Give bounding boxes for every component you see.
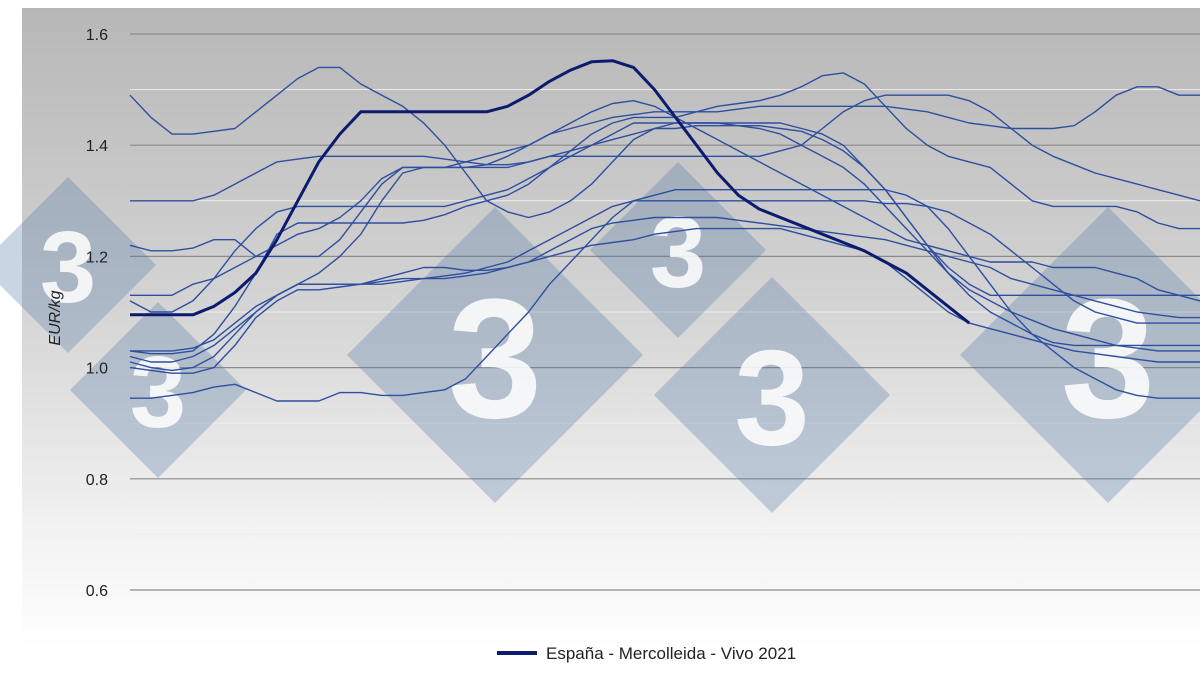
svg-text:3: 3: [734, 322, 809, 474]
watermark-logo-icon: 3: [0, 177, 156, 353]
svg-text:3: 3: [130, 336, 186, 449]
y-tick-label: 1.0: [86, 361, 108, 378]
y-tick-label: 1.4: [86, 138, 108, 155]
watermark-logo-icon: 3: [590, 162, 766, 338]
y-tick-label: 1.2: [86, 249, 108, 266]
svg-text:3: 3: [448, 264, 543, 454]
legend-label: España - Mercolleida - Vivo 2021: [546, 644, 796, 663]
gridlines: [130, 33, 1200, 591]
legend: España - Mercolleida - Vivo 2021: [497, 644, 796, 663]
watermark-logo-icon: 3: [347, 207, 643, 503]
svg-text:3: 3: [40, 211, 96, 324]
series-line-11: [129, 200, 1200, 363]
svg-text:3: 3: [650, 196, 706, 309]
watermark-logo-icon: 3: [70, 302, 246, 478]
series-line-9: [129, 227, 1200, 374]
y-tick-label: 0.8: [86, 472, 108, 489]
y-tick-labels: 0.6 0.8 1.0 1.2 1.4 1.6: [86, 27, 108, 600]
series-line-2: [130, 94, 1200, 202]
y-tick-label: 1.6: [86, 27, 108, 44]
series-line-1: [129, 66, 1200, 347]
series-line-10: [130, 189, 1200, 402]
series-line-4: [130, 86, 1200, 296]
highlight-series: [130, 59, 971, 325]
y-tick-label: 0.6: [86, 583, 108, 600]
watermark-logo-icon: 3: [654, 277, 890, 513]
series-line-6: [129, 72, 1200, 355]
series-line-7: [130, 125, 1200, 352]
series-line-espana-2021: [130, 59, 971, 325]
series-lines: [129, 66, 1200, 402]
y-axis-label: EUR/kg: [47, 290, 64, 345]
series-line-5: [129, 122, 1200, 352]
